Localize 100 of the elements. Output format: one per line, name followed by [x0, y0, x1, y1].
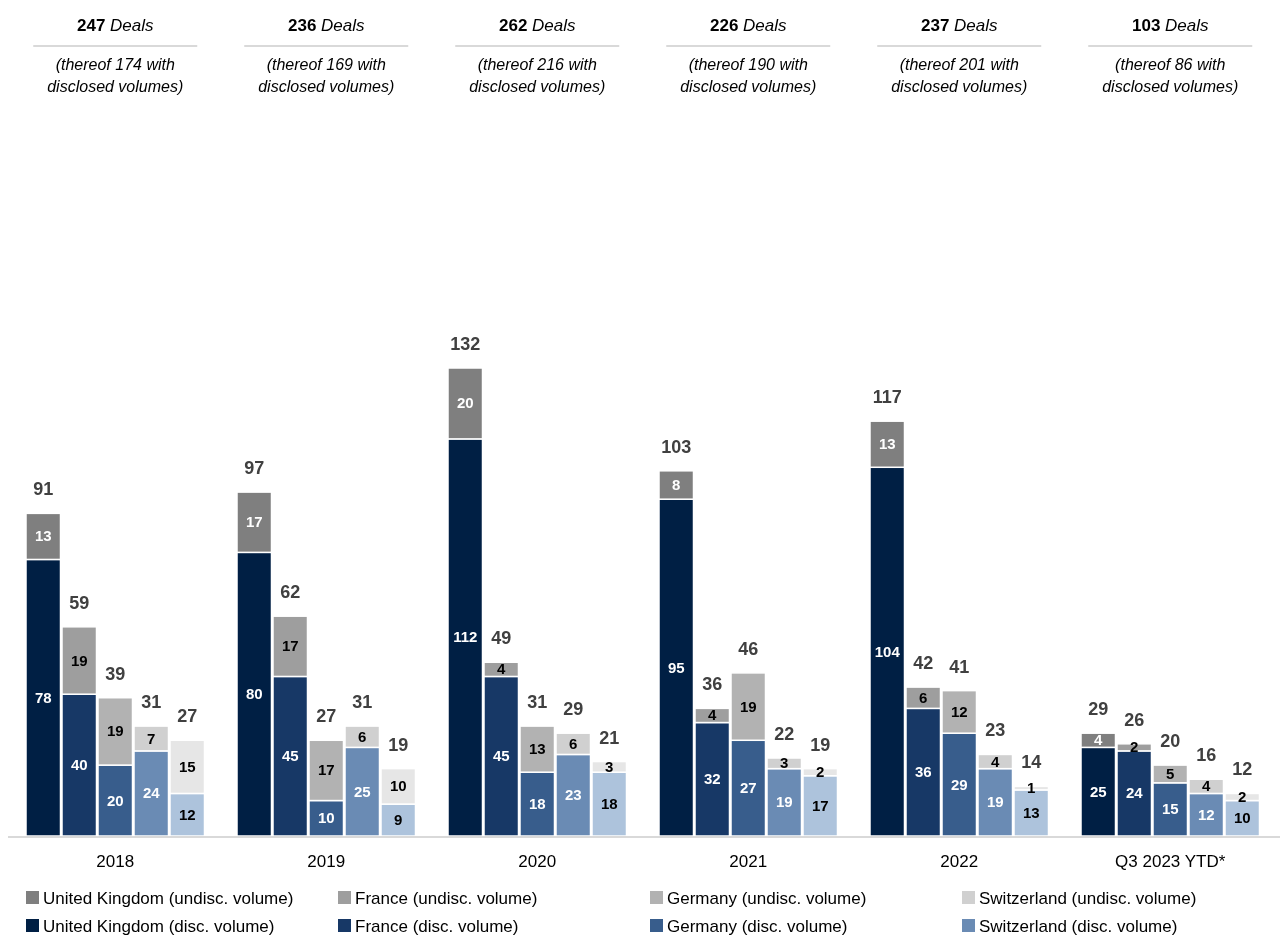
text: 262 Deals [498, 16, 577, 35]
total-label: 103 [661, 436, 692, 457]
total-label: 97 [244, 458, 265, 479]
data-label: 112 [453, 628, 478, 646]
data-label: 18 [528, 795, 546, 813]
total-label: 31 [352, 692, 373, 713]
data-label: 4 [708, 706, 718, 724]
data-label: 17 [245, 513, 263, 531]
data-label: 17 [811, 796, 829, 814]
x-tick-label: 2018 [96, 852, 135, 871]
legend-label: Switzerland (undisc. volume) [979, 889, 1197, 908]
legend-label: United Kingdom (disc. volume) [43, 917, 275, 936]
total-label: 21 [599, 727, 620, 748]
text: (thereof 201 with disclosed volumes) [891, 56, 1028, 95]
data-label: 19 [106, 722, 124, 740]
total-label: 59 [69, 592, 90, 613]
total-label: 27 [316, 706, 337, 727]
data-label: 27 [739, 779, 757, 797]
data-label: 5 [1166, 764, 1175, 782]
data-label: 95 [667, 658, 685, 676]
text: 226 Deals [709, 16, 788, 35]
data-label: 104 [874, 642, 901, 660]
data-label: 13 [528, 740, 546, 758]
data-label: 4 [497, 660, 507, 678]
total-label: 41 [949, 656, 970, 677]
legend-label: Switzerland (disc. volume) [979, 917, 1178, 936]
data-label: 15 [1161, 800, 1179, 818]
total-label: 29 [563, 699, 584, 720]
legend-label: Germany (undisc. volume) [667, 889, 867, 908]
total-label: 14 [1021, 752, 1042, 773]
total-label: 62 [280, 582, 301, 603]
data-label: 10 [1233, 809, 1251, 827]
data-label: 15 [178, 757, 196, 775]
text: (thereof 174 with disclosed volumes) [47, 56, 184, 95]
total-label: 39 [105, 663, 126, 684]
total-label: 31 [527, 692, 548, 713]
total-label: 27 [177, 706, 198, 727]
total-label: 29 [1088, 699, 1109, 720]
text: (thereof 169 with disclosed volumes) [258, 56, 395, 95]
data-label: 13 [34, 527, 52, 545]
total-label: 20 [1160, 731, 1181, 752]
data-label: 8 [672, 476, 681, 493]
x-tick-label: 2021 [729, 852, 768, 871]
data-label: 7 [147, 729, 156, 747]
data-label: 10 [317, 809, 335, 827]
data-label: 29 [950, 775, 968, 793]
data-label: 19 [775, 793, 793, 811]
data-label: 2 [1238, 788, 1247, 805]
text: 103 Deals [1131, 16, 1210, 35]
data-label: 20 [106, 791, 124, 809]
data-label: 3 [605, 757, 614, 775]
data-label: 10 [389, 777, 407, 795]
data-label: 40 [70, 756, 88, 774]
data-label: 12 [1197, 805, 1215, 823]
data-label: 6 [569, 734, 578, 752]
total-label: 91 [33, 479, 54, 500]
data-label: 25 [353, 782, 371, 800]
x-tick-label: 2020 [518, 852, 557, 871]
data-label: 80 [245, 685, 263, 703]
data-label: 23 [564, 786, 582, 804]
total-label: 22 [774, 724, 795, 744]
data-label: 12 [178, 805, 196, 823]
data-label: 13 [1022, 803, 1040, 821]
total-label: 132 [450, 334, 481, 354]
total-label: 117 [872, 387, 902, 408]
data-label: 13 [878, 435, 896, 453]
data-label: 19 [739, 697, 757, 715]
text: (thereof 190 with disclosed volumes) [680, 56, 817, 95]
data-label: 19 [70, 651, 88, 669]
data-label: 45 [492, 747, 510, 765]
data-label: 17 [317, 761, 335, 779]
text: (thereof 216 with disclosed volumes) [469, 56, 606, 95]
total-label: 19 [810, 734, 831, 755]
x-tick-label: Q3 2023 YTD* [1115, 852, 1226, 871]
data-label: 3 [780, 754, 789, 772]
data-label: 6 [358, 727, 367, 745]
data-label: 9 [394, 811, 403, 829]
data-label: 32 [703, 770, 721, 788]
x-tick-label: 2019 [307, 852, 346, 871]
data-label: 20 [456, 394, 474, 412]
total-label: 19 [388, 734, 409, 755]
total-label: 23 [985, 720, 1006, 741]
total-label: 49 [491, 628, 512, 649]
total-label: 26 [1124, 709, 1145, 730]
data-label: 18 [600, 795, 618, 813]
data-label: 4 [991, 752, 1001, 770]
total-label: 36 [702, 674, 723, 695]
data-label: 17 [281, 637, 299, 655]
legend-label: France (undisc. volume) [355, 889, 538, 908]
data-label: 24 [142, 784, 161, 802]
data-label: 6 [919, 688, 928, 706]
total-label: 46 [738, 638, 759, 659]
data-label: 4 [1202, 777, 1212, 795]
data-label: 4 [1094, 731, 1104, 749]
data-label: 25 [1089, 782, 1107, 800]
legend-label: United Kingdom (undisc. volume) [43, 889, 294, 908]
data-label: 24 [1125, 784, 1144, 802]
text: 237 Deals [920, 16, 999, 35]
data-label: 1 [1027, 779, 1036, 797]
total-label: 31 [141, 692, 162, 713]
